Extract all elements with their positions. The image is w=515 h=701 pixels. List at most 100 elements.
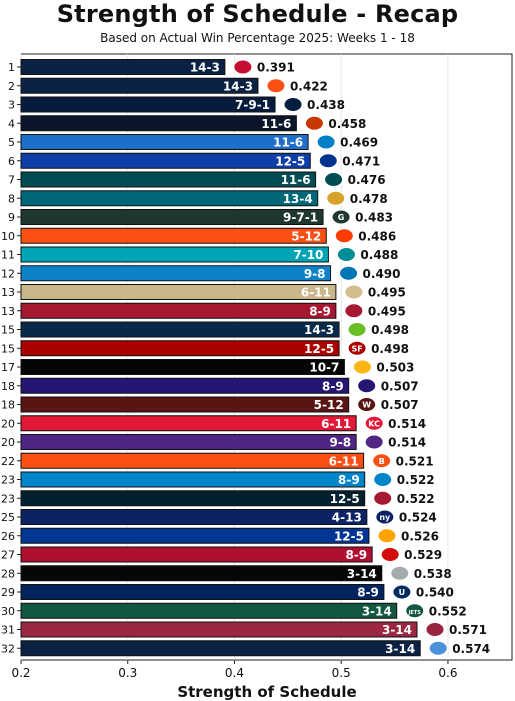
record-label: 4-13: [332, 511, 362, 525]
record-label: 8-9: [322, 379, 344, 393]
rank-label: 25: [1, 511, 15, 524]
bar-row: 5 11-6 0.469: [8, 134, 378, 150]
seahawks-logo: [347, 322, 367, 337]
x-tick-label: 0.3: [118, 666, 137, 680]
x-axis-label: Strength of Schedule: [177, 683, 357, 701]
rank-label: 20: [1, 436, 15, 449]
rank-label: 20: [1, 417, 15, 430]
bar: [20, 490, 366, 507]
bar: [20, 509, 368, 525]
bar: [20, 452, 365, 469]
bar-row: 22 6-11 B 0.521: [1, 452, 434, 469]
value-label: 0.540: [416, 586, 454, 600]
bar: [20, 96, 276, 113]
bar-row: 3 7-9-1 0.438: [8, 96, 345, 113]
bengals-logo: [372, 453, 392, 469]
value-label: 0.526: [401, 529, 439, 543]
record-label: 10-7: [309, 361, 339, 375]
rank-label: 32: [1, 642, 15, 655]
rank-label: 18: [1, 399, 15, 412]
rank-label: 3: [8, 99, 15, 112]
giants-logo: [375, 509, 395, 525]
logo-lettering: B: [379, 457, 385, 466]
bar: [20, 77, 259, 94]
chart-title: Strength of Schedule - Recap: [56, 0, 459, 28]
value-label: 0.471: [342, 154, 380, 168]
rank-label: 10: [1, 230, 15, 243]
record-label: 8-9: [309, 304, 331, 318]
cowboys-logo: [283, 97, 303, 112]
bar: [20, 209, 324, 225]
browns-logo: [334, 228, 354, 244]
rank-label: 15: [1, 342, 15, 355]
record-label: 6-11: [301, 286, 331, 300]
vikings-logo: [364, 434, 384, 450]
record-label: 12-5: [304, 342, 334, 356]
bar: [20, 359, 345, 375]
bar: [20, 527, 370, 544]
rank-label: 6: [8, 155, 15, 168]
record-label: 9-7-1: [283, 211, 318, 225]
rank-label: 23: [1, 492, 15, 505]
value-label: 0.521: [396, 454, 434, 468]
logo-lettering: JETS: [408, 610, 422, 616]
value-label: 0.514: [388, 436, 426, 450]
cardinals-logo: [425, 622, 445, 637]
logo-lettering: W: [362, 401, 371, 410]
record-label: 8-9: [345, 548, 367, 562]
chiefs-logo: [364, 415, 384, 431]
value-label: 0.391: [257, 61, 295, 75]
falcons-logo: [344, 303, 364, 319]
value-label: 0.490: [363, 267, 401, 281]
rank-label: 23: [1, 474, 15, 487]
bar-row: 27 8-9 0.529: [1, 546, 442, 563]
record-label: 3-14: [385, 642, 415, 656]
bar-row: 23 12-5 0.522: [1, 490, 435, 507]
rank-label: 13: [1, 286, 15, 299]
bar-row: 9 9-7-1 G 0.483: [8, 209, 393, 225]
bears-logo: [304, 115, 324, 131]
rank-label: 8: [8, 192, 15, 205]
bar-row: 20 9-8 0.514: [1, 434, 426, 450]
x-tick-label: 0.6: [438, 666, 457, 680]
record-label: 12-5: [330, 492, 360, 506]
rank-label: 11: [1, 249, 15, 262]
rank-label: 9: [8, 211, 15, 224]
record-label: 14-3: [190, 61, 220, 75]
49ers-logo: [347, 340, 367, 356]
bar: [20, 340, 340, 357]
titans-logo: [428, 640, 448, 656]
rank-label: 5: [8, 136, 15, 149]
bar-row: 6 12-5 0.471: [8, 152, 380, 169]
record-label: 13-4: [283, 192, 313, 206]
rank-label: 22: [1, 455, 15, 468]
bar: [20, 284, 337, 300]
value-label: 0.498: [371, 342, 409, 356]
bar-row: 25 4-13 ny 0.524: [1, 509, 437, 525]
saints-logo: [344, 284, 364, 300]
record-label: 12-5: [275, 154, 305, 168]
logo-lettering: U: [399, 588, 406, 597]
bar: [20, 415, 357, 432]
value-label: 0.495: [368, 304, 406, 318]
buccaneers-logo: [380, 547, 400, 562]
value-label: 0.514: [388, 417, 426, 431]
value-label: 0.498: [371, 323, 409, 337]
value-label: 0.469: [340, 136, 378, 150]
logo-lettering: G: [338, 213, 345, 222]
rank-label: 1: [8, 61, 15, 74]
record-label: 14-3: [304, 323, 334, 337]
bar-row: 4 11-6 0.458: [8, 115, 366, 132]
record-label: 9-8: [329, 436, 351, 450]
bar: [20, 59, 226, 75]
bar-row: 13 8-9 0.495: [1, 302, 406, 319]
rank-label: 28: [1, 567, 15, 580]
bar-row: 12 9-8 0.490: [1, 265, 401, 282]
bar: [20, 171, 317, 188]
jaguars-logo: [326, 190, 346, 206]
bar: [20, 246, 329, 263]
commanders-logo: [357, 397, 377, 412]
bar-row: 17 10-7 0.503: [1, 359, 414, 375]
bar-row: 7 11-6 0.476: [8, 171, 386, 188]
lions-logo: [339, 265, 359, 281]
